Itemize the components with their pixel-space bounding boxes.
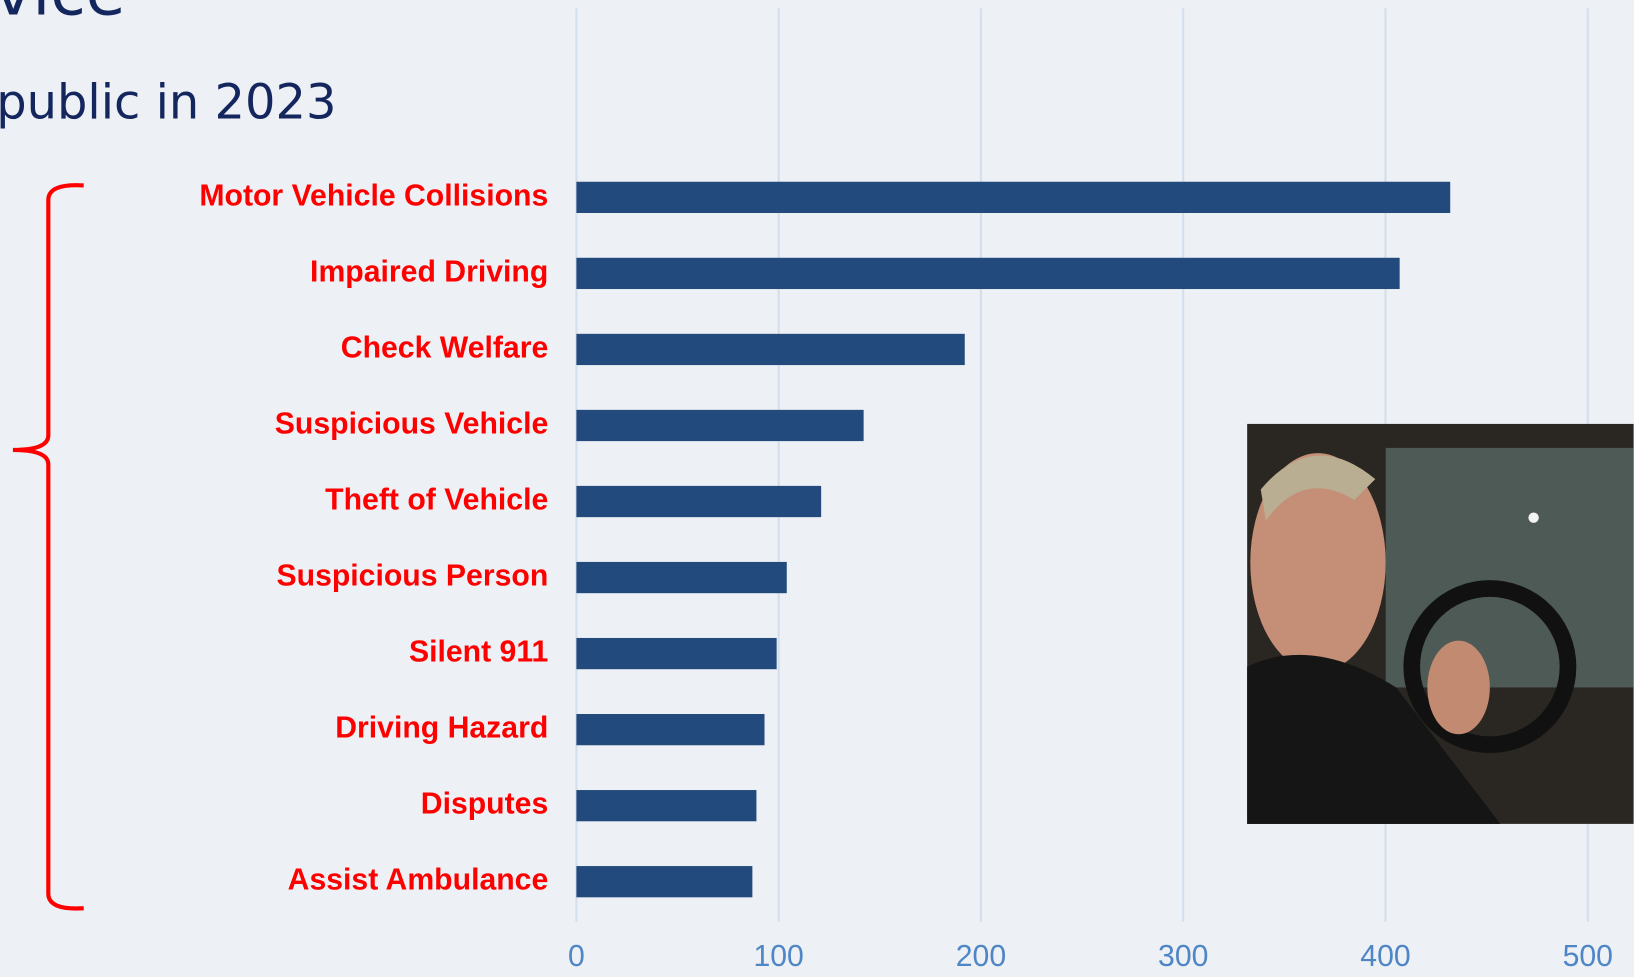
- bar: [576, 790, 756, 821]
- page: {"chart_data": {"type": "barh", "title":…: [0, 0, 1634, 977]
- x-tick-label: 0: [568, 940, 585, 973]
- category-label: Impaired Driving: [310, 255, 548, 288]
- bar: [576, 714, 764, 745]
- bar: [576, 866, 752, 897]
- bar: [576, 410, 863, 441]
- bar: [576, 258, 1399, 289]
- bar: [576, 182, 1450, 213]
- photo-hand: [1427, 641, 1489, 735]
- photo-window: [1386, 448, 1634, 688]
- category-label: Silent 911: [409, 636, 548, 669]
- category-label: Check Welfare: [341, 331, 549, 364]
- category-label: Suspicious Person: [277, 560, 549, 593]
- category-label: Assist Ambulance: [288, 864, 549, 897]
- category-label: Suspicious Vehicle: [275, 407, 548, 440]
- x-tick-label: 200: [956, 940, 1006, 973]
- x-tick-label: 500: [1563, 940, 1613, 973]
- x-tick-label: 100: [753, 940, 803, 973]
- chart-title: vice: [0, 0, 126, 31]
- bar: [576, 638, 776, 669]
- photo: [1247, 424, 1633, 824]
- x-tick-label: 300: [1158, 940, 1208, 973]
- category-label: Disputes: [421, 788, 549, 821]
- bar: [576, 486, 821, 517]
- category-label: Driving Hazard: [335, 712, 548, 745]
- bar: [576, 334, 964, 365]
- x-tick-label: 400: [1360, 940, 1410, 973]
- category-label: Theft of Vehicle: [325, 484, 548, 517]
- chart-subtitle: public in 2023: [0, 76, 336, 131]
- category-label: Motor Vehicle Collisions: [199, 179, 548, 212]
- chart: vice public in 2023 0 100 200 300 400 500 Moto…: [0, 0, 1634, 977]
- bar: [576, 562, 786, 593]
- photo-light: [1528, 512, 1538, 522]
